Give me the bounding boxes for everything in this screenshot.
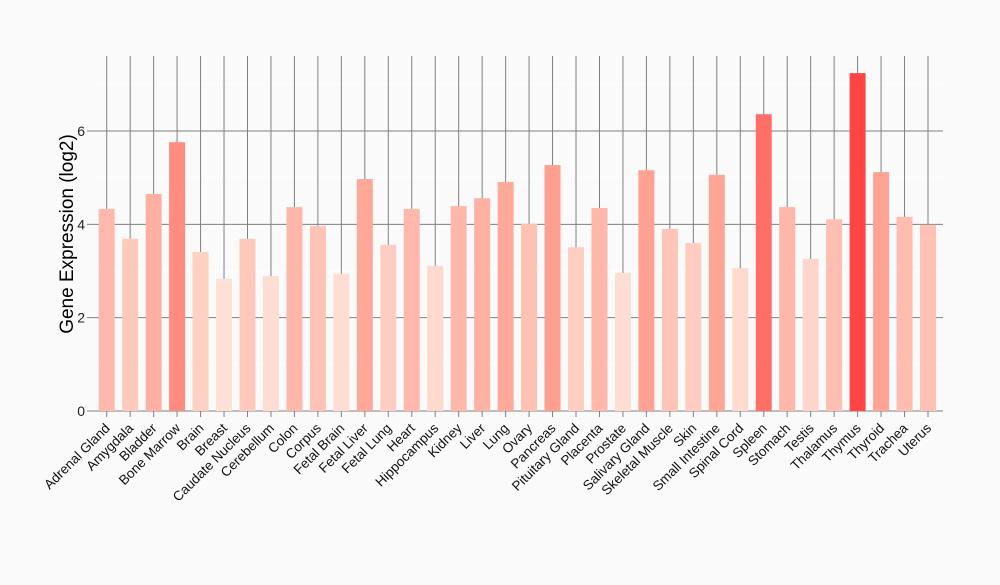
bar-pituitary-gland: [568, 247, 585, 411]
bar-trachea: [896, 216, 913, 411]
bar-spinal-cord: [732, 268, 749, 411]
bar-hippocampus: [427, 265, 444, 411]
bar-kidney: [450, 206, 467, 411]
bar-breast: [216, 278, 233, 411]
y-tick-label: 6: [77, 123, 85, 139]
bar-ovary: [521, 223, 538, 411]
bar-brain: [192, 251, 209, 411]
bars: [98, 73, 936, 411]
bar-pancreas: [544, 165, 561, 411]
bar-uterus: [920, 224, 936, 411]
y-tick-label: 0: [77, 403, 85, 419]
bar-fetal-liver: [356, 179, 373, 411]
bar-heart: [403, 208, 420, 411]
bar-fetal-lung: [380, 244, 397, 411]
bar-testis: [802, 258, 819, 411]
bar-corpus: [309, 226, 326, 411]
y-tick-label: 4: [77, 216, 85, 232]
bar-adrenal-gland: [98, 208, 115, 411]
bar-cerebellum: [262, 276, 279, 411]
bar-stomach: [779, 207, 796, 411]
bar-placenta: [591, 208, 608, 411]
bar-bone-marrow: [169, 142, 186, 411]
bar-thymus: [849, 73, 866, 411]
bar-thyroid: [873, 172, 890, 411]
bar-bladder: [145, 194, 162, 411]
bar-fetal-brain: [333, 273, 350, 411]
y-tick-label: 2: [77, 310, 85, 326]
bar-lung: [497, 181, 514, 411]
y-axis: 0 2 4 6: [77, 123, 92, 419]
bar-prostate: [614, 272, 631, 411]
bar-skeletal-muscle: [661, 229, 678, 411]
bar-spleen: [755, 114, 772, 411]
bar-liver: [474, 198, 491, 411]
bar-caudate-nucleus: [239, 238, 256, 411]
bar-thalamus: [826, 219, 843, 411]
bar-skin: [685, 243, 702, 411]
bar-colon: [286, 207, 303, 411]
bar-amygdala: [122, 238, 139, 411]
bar-small-intestine: [708, 174, 725, 411]
bar-salivary-gland: [638, 170, 655, 411]
y-axis-label: Gene Expression (log2): [57, 134, 78, 334]
